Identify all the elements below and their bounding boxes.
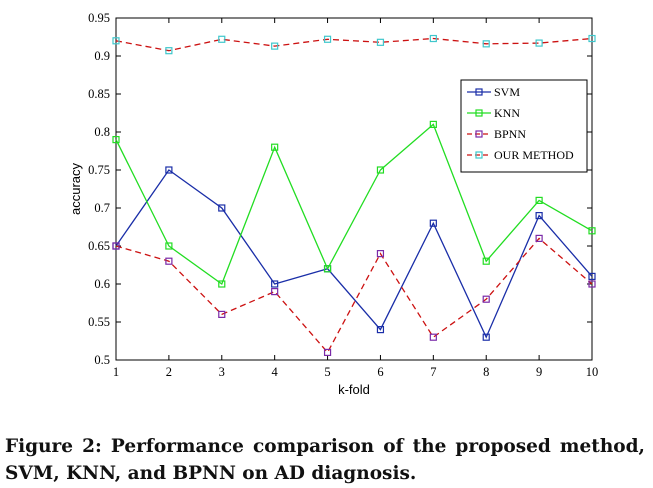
data-point-knn: [588, 227, 596, 235]
x-tick-label: 4: [272, 365, 279, 379]
x-tick-label: 5: [324, 365, 330, 379]
legend-marker-svm: [475, 88, 483, 96]
data-point-svm: [165, 166, 173, 174]
data-point-knn: [376, 166, 385, 174]
y-tick-label: 0.75: [88, 163, 110, 177]
series-group: [112, 34, 596, 356]
legend-marker-knn: [475, 109, 483, 117]
x-axis-label: k-fold: [338, 382, 370, 397]
data-point-svm: [218, 204, 226, 212]
y-tick-label: 0.95: [88, 11, 110, 25]
legend-marker-bpnn: [475, 130, 483, 138]
data-point-bpnn: [429, 333, 437, 341]
y-axis-ticks: 0.5 0.55 0.6 0.65 0.7 0.75 0.8 0.85 0.9 0.95: [88, 11, 592, 367]
data-point-svm: [535, 212, 543, 220]
legend-label-svm: SVM: [494, 85, 520, 99]
x-axis-ticks: 1 2 3 4 5 6 7 8 9 10: [113, 18, 598, 379]
data-point-svm: [588, 272, 596, 280]
data-point-our-method: [588, 34, 596, 43]
y-axis-label: accuracy: [68, 162, 83, 215]
x-tick-label: 6: [377, 365, 383, 379]
y-tick-label: 0.8: [94, 125, 110, 139]
data-point-svm: [271, 280, 279, 288]
plot-frame: [115, 17, 593, 361]
data-point-knn: [535, 196, 543, 204]
data-point-our-method: [218, 35, 226, 43]
x-tick-label: 3: [219, 365, 225, 379]
x-tick-label: 1: [113, 365, 119, 379]
legend-label-knn: KNN: [494, 106, 520, 120]
data-point-svm: [376, 326, 385, 334]
legend-marker-our-method: [475, 151, 483, 159]
data-point-svm: [482, 333, 490, 341]
data-point-our-method: [376, 38, 385, 46]
data-point-our-method: [482, 40, 490, 48]
data-point-bpnn: [112, 242, 120, 250]
data-point-our-method: [323, 35, 332, 43]
data-point-bpnn: [376, 250, 385, 258]
data-point-knn: [112, 136, 120, 144]
data-point-knn: [218, 280, 226, 288]
y-tick-label: 0.85: [88, 87, 110, 101]
data-point-our-method: [165, 47, 173, 55]
data-point-bpnn: [165, 257, 173, 265]
y-tick-label: 0.65: [88, 239, 110, 253]
y-tick-label: 0.6: [94, 277, 110, 291]
x-tick-label: 2: [166, 365, 172, 379]
data-point-our-method: [112, 37, 120, 45]
data-point-knn: [271, 143, 279, 151]
data-point-bpnn: [482, 295, 490, 303]
series-line-our-method: [115, 37, 593, 52]
data-point-our-method: [271, 42, 279, 50]
x-tick-label: 9: [536, 365, 542, 379]
performance-chart: 0.5 0.55 0.6 0.65 0.7 0.75 0.8 0.85 0.9 0.95 1 2 3 4…: [68, 11, 598, 397]
data-point-bpnn: [271, 288, 279, 296]
data-point-bpnn: [588, 280, 596, 288]
legend-label-our-method: OUR METHOD: [494, 148, 574, 162]
data-point-bpnn: [323, 348, 332, 356]
series-line-svm: [115, 169, 593, 339]
y-tick-label: 0.7: [94, 201, 110, 215]
data-point-knn: [165, 242, 173, 250]
series-line-knn: [115, 123, 593, 286]
figure-caption: Figure 2: Performance comparison of the …: [5, 436, 645, 484]
y-tick-label: 0.55: [88, 315, 110, 329]
data-point-knn: [482, 257, 490, 265]
x-tick-label: 7: [430, 365, 436, 379]
y-tick-label: 0.5: [94, 353, 110, 367]
data-point-knn: [323, 265, 332, 273]
legend-label-bpnn: BPNN: [494, 127, 526, 141]
data-point-our-method: [535, 39, 543, 47]
data-point-bpnn: [218, 310, 226, 318]
x-tick-label: 10: [586, 365, 599, 379]
legend: SVM KNN BPNN OUR METHOD: [460, 79, 588, 173]
series-line-bpnn: [115, 237, 593, 354]
y-tick-label: 0.9: [94, 49, 110, 63]
data-point-our-method: [429, 34, 437, 43]
data-point-knn: [429, 120, 437, 129]
data-point-bpnn: [535, 234, 543, 242]
x-tick-label: 8: [483, 365, 489, 379]
data-point-svm: [429, 219, 437, 227]
